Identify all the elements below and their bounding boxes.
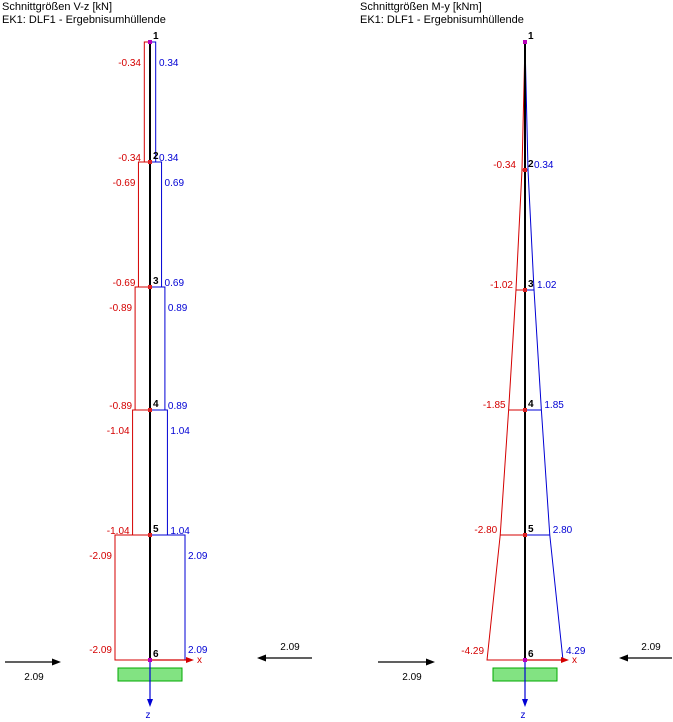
axis-z-arrow-head xyxy=(522,699,528,707)
axis-z-label: z xyxy=(521,710,526,721)
min-value-label: -4.29 xyxy=(461,646,484,657)
node-number: 3 xyxy=(153,276,159,287)
max-value-label: 1.02 xyxy=(537,280,557,291)
min-value-label: -1.85 xyxy=(483,400,506,411)
node-number: 1 xyxy=(528,31,534,42)
reaction-arrow-left-head xyxy=(52,658,61,666)
min-value-label: -0.69 xyxy=(113,178,136,189)
min-value-label: -0.69 xyxy=(113,278,136,289)
reaction-arrow-left-head xyxy=(426,658,435,666)
axis-x-label: x xyxy=(197,655,202,666)
node-marker xyxy=(148,40,152,44)
node-number: 6 xyxy=(528,649,534,660)
node-marker xyxy=(148,533,152,537)
node-number: 4 xyxy=(528,399,534,410)
node-marker xyxy=(523,658,527,662)
node-marker xyxy=(148,408,152,412)
max-value-label: 1.04 xyxy=(170,526,190,537)
reaction-label: 2.09 xyxy=(402,672,422,683)
envelope-min-outline xyxy=(486,41,526,661)
node-marker xyxy=(148,160,152,164)
envelope-max-outline xyxy=(524,41,564,661)
node-marker xyxy=(523,168,527,172)
node-number: 1 xyxy=(153,31,159,42)
max-value-label: 0.89 xyxy=(168,401,188,412)
node-marker xyxy=(523,533,527,537)
min-value-label: -1.02 xyxy=(490,280,513,291)
max-value-label: 1.04 xyxy=(170,426,190,437)
reaction-label: 2.09 xyxy=(280,642,300,653)
right-diagram-subtitle: EK1: DLF1 - Ergebnisumhüllende xyxy=(360,14,524,26)
max-value-label: 4.29 xyxy=(566,646,586,657)
min-value-label: -0.34 xyxy=(493,160,516,171)
min-value-label: -2.09 xyxy=(89,645,112,656)
axis-x-arrow-head xyxy=(186,657,194,663)
left-diagram-title: Schnittgrößen V-z [kN] xyxy=(2,1,113,13)
max-value-label: 0.34 xyxy=(534,160,554,171)
node-marker xyxy=(523,288,527,292)
min-value-label: -2.80 xyxy=(474,525,497,536)
max-value-label: 0.34 xyxy=(159,153,179,164)
min-value-label: -0.89 xyxy=(109,401,132,412)
max-value-label: 2.80 xyxy=(553,525,573,536)
right-diagram-title-block: Schnittgrößen M-y [kNm] EK1: DLF1 - Erge… xyxy=(360,1,524,27)
max-value-label: 0.89 xyxy=(168,303,188,314)
min-value-label: -0.34 xyxy=(118,58,141,69)
node-number: 5 xyxy=(528,524,534,535)
left-diagram-title-block: Schnittgrößen V-z [kN] EK1: DLF1 - Ergeb… xyxy=(2,1,166,27)
max-value-label: 0.69 xyxy=(165,278,185,289)
node-marker xyxy=(148,658,152,662)
node-number: 2 xyxy=(153,151,159,162)
node-marker xyxy=(523,408,527,412)
min-value-label: -0.89 xyxy=(109,303,132,314)
axis-x-arrow-head xyxy=(561,657,569,663)
reaction-label: 2.09 xyxy=(24,672,44,683)
node-marker xyxy=(523,40,527,44)
axis-z-arrow-head xyxy=(147,699,153,707)
min-value-label: -0.34 xyxy=(118,153,141,164)
node-number: 6 xyxy=(153,649,159,660)
max-value-label: 0.34 xyxy=(159,58,179,69)
node-number: 5 xyxy=(153,524,159,535)
node-number: 2 xyxy=(528,159,534,170)
max-value-label: 1.85 xyxy=(544,400,564,411)
reaction-label: 2.09 xyxy=(641,642,661,653)
min-value-label: -2.09 xyxy=(89,551,112,562)
node-marker xyxy=(148,285,152,289)
envelope-max-outline xyxy=(150,41,186,661)
left-diagram-subtitle: EK1: DLF1 - Ergebnisumhüllende xyxy=(2,14,166,26)
right-diagram-title: Schnittgrößen M-y [kNm] xyxy=(360,1,482,13)
max-value-label: 2.09 xyxy=(188,645,208,656)
axis-x-label: x xyxy=(572,655,577,666)
max-value-label: 2.09 xyxy=(188,551,208,562)
node-number: 3 xyxy=(528,279,534,290)
max-value-label: 0.69 xyxy=(165,178,185,189)
reaction-arrow-right-head xyxy=(257,654,266,662)
reaction-arrow-right-head xyxy=(619,654,628,662)
min-value-label: -1.04 xyxy=(107,426,130,437)
axis-z-label: z xyxy=(146,710,151,721)
envelope-min-outline xyxy=(114,41,150,661)
min-value-label: -1.04 xyxy=(107,526,130,537)
node-number: 4 xyxy=(153,399,159,410)
